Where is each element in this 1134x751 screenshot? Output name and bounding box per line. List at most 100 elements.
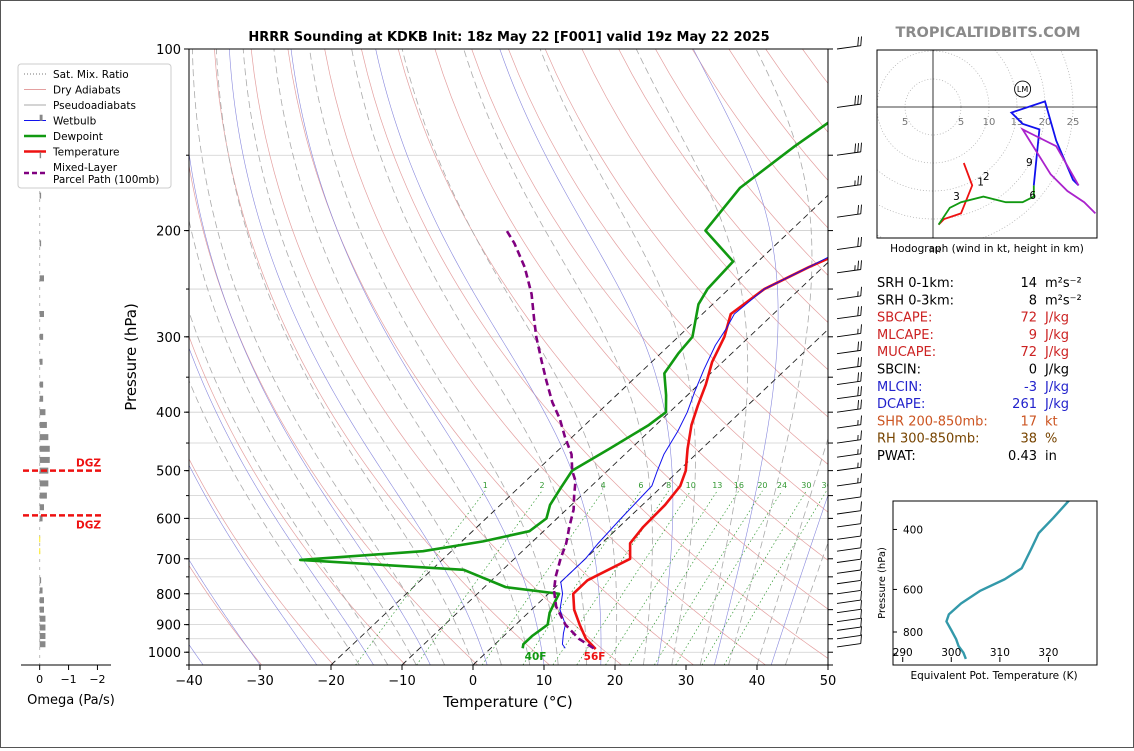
omega-axis-label: Omega (Pa/s): [27, 693, 115, 708]
legend-label-line: Sat. Mix. Ratio: [53, 69, 129, 81]
legend-label-line: Temperature: [52, 147, 120, 159]
mixing-ratio-line: [355, 490, 486, 665]
index-value: 0.43: [1008, 449, 1037, 464]
y-tick-label: 600: [156, 512, 181, 527]
pseudoadiabat-line: [189, 379, 360, 665]
mixing-ratio-label: 2: [540, 481, 545, 490]
barb-flag: [860, 372, 862, 382]
barb-half-flag: [857, 462, 859, 468]
x-tick-label: −10: [388, 674, 415, 689]
barb-staff: [836, 365, 861, 371]
barb-flag: [857, 400, 859, 410]
index-value: 14: [1020, 276, 1037, 291]
pseudoadiabat-line: [309, 49, 559, 665]
legend-label: Mixed-Layer Parcel Path (100mb): [53, 162, 159, 186]
barb-staff: [836, 439, 861, 444]
barb-staff: [836, 634, 861, 640]
wind-barb: [836, 626, 862, 640]
wind-barb: [836, 634, 862, 648]
index-value: 8: [1029, 293, 1037, 308]
omega-bar: [39, 333, 44, 340]
mixing-ratio-label: 8: [666, 481, 671, 490]
hodo-ring-label: 20: [1039, 117, 1052, 128]
barb-half-flag: [857, 477, 859, 483]
mixing-ratio-label: 1: [483, 481, 488, 490]
wind-barb: [836, 473, 862, 487]
index-unit: m²s⁻²: [1045, 276, 1082, 291]
skewt-profiles: [298, 121, 828, 650]
dry-adiabat-line: [471, 49, 828, 513]
wind-barb: [836, 609, 862, 623]
dry-adiabat-line: [250, 49, 622, 665]
barb-staff: [836, 408, 861, 413]
dgz-label: DGZ: [76, 519, 101, 531]
y-tick-label: 500: [156, 465, 181, 480]
omega-bar: [39, 240, 42, 247]
pseudoadiabat-line: [189, 218, 417, 665]
parcel-profile: [505, 229, 595, 650]
barb-staff: [836, 643, 861, 648]
pseudoadiabat-line: [635, 49, 749, 665]
surface-dewpoint-label: 40F: [525, 651, 547, 663]
moist-adiabat-line: [290, 49, 545, 665]
index-unit: J/kg: [1044, 311, 1069, 326]
barb-flag: [860, 571, 862, 581]
barb-flag: [860, 36, 862, 46]
hodograph-frame: [876, 49, 1098, 239]
isotherm-line: [828, 49, 1133, 665]
moist-adiabat-line: [189, 150, 431, 665]
wind-barb: [836, 399, 862, 413]
x-tick-label: 20: [607, 674, 624, 689]
mixing-ratio-label: 6: [638, 481, 643, 490]
theta-e-x-tick-label: 300: [941, 647, 961, 659]
y-tick-label: 800: [156, 588, 181, 603]
barb-staff: [836, 245, 861, 250]
temperature-profile: [571, 257, 828, 650]
index-label: SBCAPE:: [877, 311, 932, 326]
barb-flag: [860, 236, 862, 247]
pseudoadiabat-line: [215, 49, 474, 665]
omega-bar: [39, 577, 42, 584]
y-tick-label: 400: [156, 406, 181, 421]
omega-bar: [39, 275, 44, 282]
barb-staff: [836, 617, 861, 623]
isotherm-line: [757, 49, 1133, 665]
brand-logo: TROPICALTIDBITS.COM: [895, 25, 1080, 41]
barb-staff: [836, 626, 861, 631]
index-unit: J/kg: [1044, 363, 1069, 378]
barb-flag: [857, 260, 859, 270]
omega-bar: [39, 311, 44, 318]
wind-barbs: [836, 36, 862, 648]
mixing-ratio-label: 10: [686, 481, 696, 490]
barb-flag: [857, 175, 859, 186]
dry-adiabat-line: [189, 564, 262, 665]
wind-barb: [836, 357, 862, 371]
barb-flag: [860, 357, 862, 367]
theta-e-frame: [892, 500, 1098, 666]
barb-flag: [860, 626, 862, 636]
barb-staff: [836, 184, 861, 189]
theta-e-profile: [945, 501, 1071, 660]
theta-e-x-tick-label: 310: [990, 647, 1010, 659]
moist-adiabat-line: [189, 559, 261, 665]
barb-flag: [860, 175, 862, 185]
mixing-ratio-line: [628, 490, 740, 665]
legend-label: Wetbulb: [53, 116, 97, 128]
storm-motion-label: LM: [1017, 85, 1028, 94]
x-tick-label: 40: [749, 674, 766, 689]
wind-barb: [836, 175, 862, 189]
pseudoadiabat-line: [192, 49, 445, 665]
moist-adiabat-line: [375, 49, 602, 665]
barb-flag: [860, 581, 862, 591]
omega-bar: [39, 445, 50, 452]
theta-e-x-label: Equivalent Pot. Temperature (K): [910, 670, 1077, 682]
pseudoadiabat-line: [756, 437, 828, 665]
dry-adiabat-line: [189, 458, 334, 665]
barb-staff: [836, 569, 861, 574]
mixing-ratio-line: [481, 490, 604, 665]
barb-flag: [860, 617, 862, 628]
mixing-ratio-line: [675, 490, 783, 665]
x-tick-label: −30: [246, 674, 273, 689]
hodo-segment-blue: [1009, 100, 1080, 187]
